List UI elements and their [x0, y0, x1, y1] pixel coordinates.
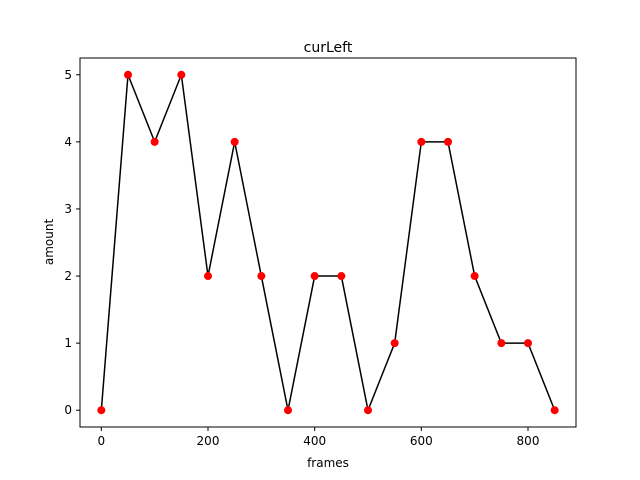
series-line [100, 71, 556, 413]
y-tick-label: 4 [64, 135, 72, 149]
data-point [470, 272, 479, 281]
data-point [417, 137, 426, 146]
y-tick-label: 2 [64, 269, 72, 283]
x-axis-ticks: 0 200 400 600 800 [98, 427, 540, 448]
y-tick-label: 5 [64, 68, 72, 82]
plot-area [80, 58, 576, 427]
data-point [337, 272, 346, 281]
y-axis-label: amount [42, 219, 56, 266]
data-point [364, 406, 372, 415]
x-tick-label: 0 [98, 434, 106, 448]
x-tick-label: 600 [410, 434, 433, 448]
data-point [497, 339, 506, 348]
data-point [150, 137, 159, 146]
data-point [524, 339, 532, 348]
y-tick-label: 0 [64, 403, 72, 417]
plot-frame [79, 57, 577, 428]
x-tick-label: 800 [517, 434, 540, 448]
data-point [230, 137, 239, 146]
x-axis-label: frames [307, 456, 349, 470]
y-tick-label: 1 [64, 336, 72, 350]
data-point [97, 406, 106, 415]
y-tick-label: 3 [64, 202, 72, 216]
data-point [390, 339, 399, 348]
data-point [257, 272, 266, 281]
x-tick-label: 200 [197, 434, 220, 448]
data-point [177, 70, 186, 79]
x-tick-label: 400 [303, 434, 326, 448]
data-point [284, 406, 292, 415]
data-point [204, 272, 212, 281]
data-point [550, 406, 559, 415]
series-group [97, 70, 559, 415]
chart-title: curLeft [304, 40, 353, 56]
data-point [124, 70, 132, 79]
data-point [310, 272, 319, 281]
data-point [444, 137, 452, 146]
y-axis-ticks: 0 1 2 3 4 5 [64, 68, 80, 417]
